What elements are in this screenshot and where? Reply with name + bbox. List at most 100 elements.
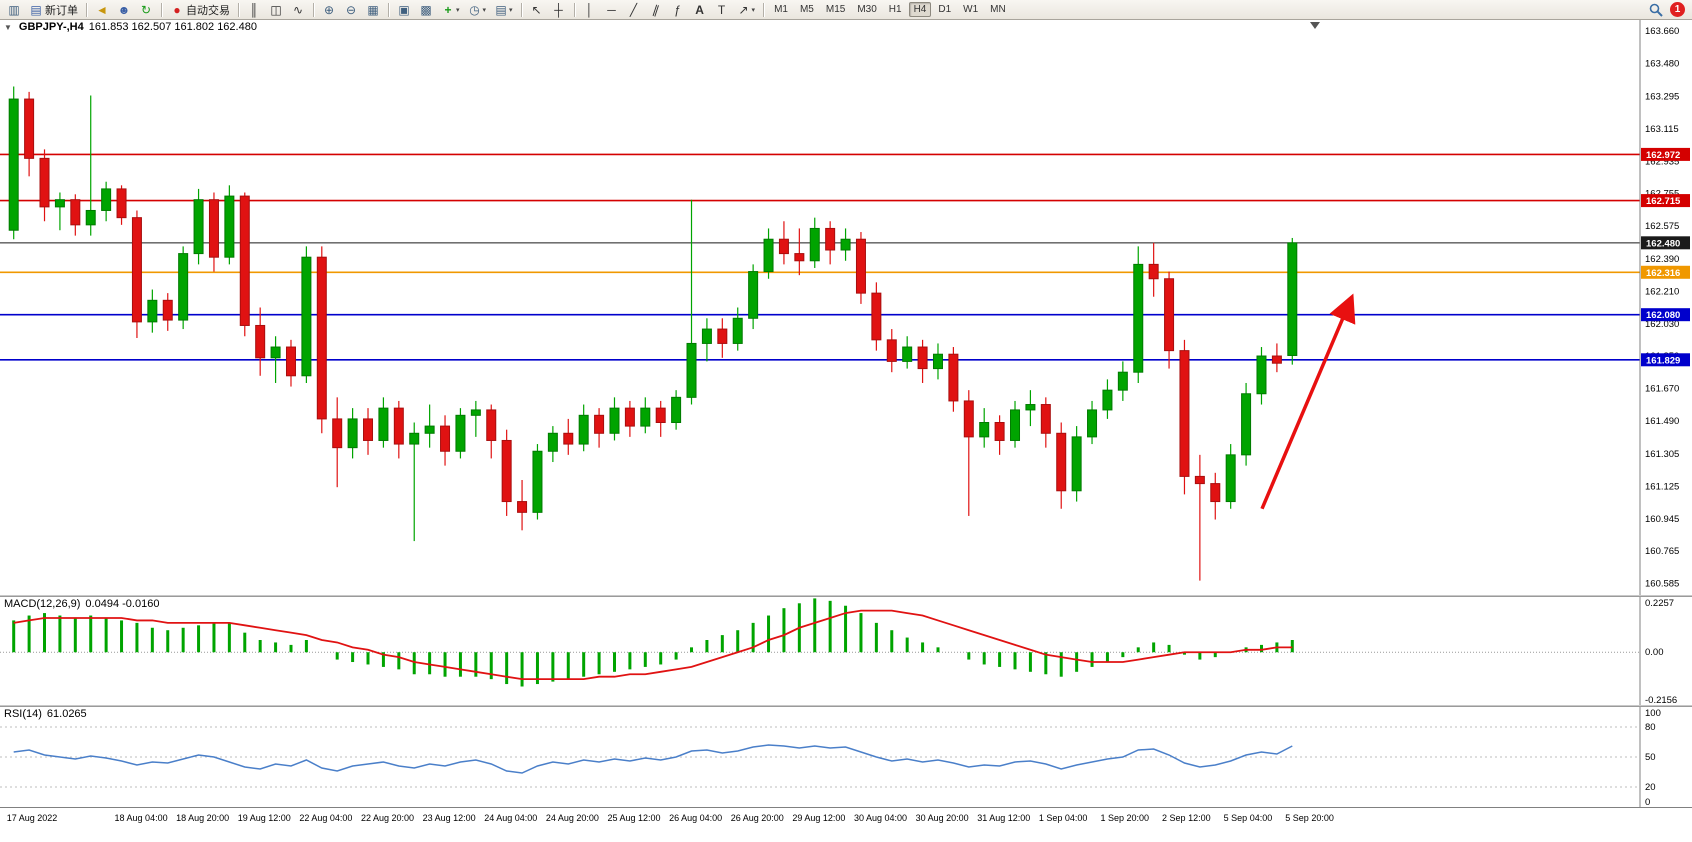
rsi-axis-label: 0 xyxy=(1645,797,1650,807)
accounts-button[interactable]: ☻ xyxy=(114,0,134,19)
candle-body xyxy=(116,188,127,219)
chevron-down-icon: ▾ xyxy=(509,6,513,14)
resistance-line-2-price-tag-text: 162.715 xyxy=(1646,196,1681,207)
cascade-button[interactable]: ▩ xyxy=(416,0,436,19)
rsi-label: RSI(14) 61.0265 xyxy=(4,708,87,720)
fibonacci-tool[interactable]: ƒ xyxy=(668,0,688,19)
new-order-label: 新订单 xyxy=(45,4,78,17)
zoom-out-button[interactable]: ⊖ xyxy=(341,0,361,19)
autotrading-button[interactable]: ● 自动交易 xyxy=(167,0,233,19)
timeframe-h1[interactable]: H1 xyxy=(888,4,902,15)
clock-icon: ◷ xyxy=(469,2,480,17)
line-chart-button[interactable]: ∿ xyxy=(288,0,308,19)
vertical-line-tool[interactable]: │ xyxy=(580,0,600,19)
candle-body xyxy=(563,432,574,445)
candle-body xyxy=(332,418,343,449)
candle-body xyxy=(1179,350,1190,477)
candle-body xyxy=(1087,409,1098,438)
macd-chart[interactable]: 0.2257 0.00 -0.2156 xyxy=(0,597,1692,705)
toolbar: ▥ ▤ 新订单 ◄ ☻ ↻ ● 自动交易 ║ ◫ ∿ ⊕ ⊖ ▦ ▣ ▩ + ▾ ◷ ▾… xyxy=(0,0,1692,20)
new-chart-button[interactable]: ▥ xyxy=(4,0,24,19)
candle-body xyxy=(748,271,759,319)
crosshair-icon: ┼ xyxy=(554,2,563,17)
notification-badge[interactable]: 1 xyxy=(1670,2,1685,17)
chart-symbol-period: GBPJPY-,H4 xyxy=(18,21,84,33)
bar-chart-button[interactable]: ║ xyxy=(244,0,264,19)
refresh-button[interactable]: ↻ xyxy=(136,0,156,19)
toolbar-separator xyxy=(573,2,575,17)
annotation-arrow[interactable] xyxy=(1260,293,1356,510)
trendline-icon: ╱ xyxy=(629,2,638,17)
text-tool[interactable]: A xyxy=(690,0,710,19)
price-axis-label: 160.585 xyxy=(1645,579,1679,590)
rsi-chart[interactable]: 100 80 50 20 0 xyxy=(0,707,1692,807)
macd-values: 0.0494 -0.0160 xyxy=(85,598,160,610)
trendline-tool[interactable]: ╱ xyxy=(624,0,644,19)
candle-body xyxy=(1133,263,1144,373)
timeframe-m5[interactable]: M5 xyxy=(799,4,814,15)
channel-tool[interactable]: ∥ xyxy=(646,0,666,19)
one-click-trading-toggle[interactable]: ▼ xyxy=(4,22,12,32)
panel-splitter[interactable] xyxy=(0,705,1692,707)
auto-arrange-button[interactable]: ▣ xyxy=(394,0,414,19)
tile-windows-button[interactable]: ▦ xyxy=(363,0,383,19)
timeframe-m1[interactable]: M1 xyxy=(774,4,788,15)
price-axis-label: 161.125 xyxy=(1645,481,1679,492)
candle-body xyxy=(840,238,851,251)
zoom-in-icon: ⊕ xyxy=(323,2,335,17)
fibonacci-icon: ƒ xyxy=(674,2,681,17)
chart-title: ▼ GBPJPY-,H4 161.853 162.507 161.802 162… xyxy=(4,21,257,33)
arrows-tool[interactable]: ↗ ▾ xyxy=(734,0,759,19)
timeframe-d1[interactable]: D1 xyxy=(938,4,952,15)
panel-splitter[interactable] xyxy=(0,595,1692,597)
price-axis-label: 162.575 xyxy=(1645,221,1679,232)
zoom-in-button[interactable]: ⊕ xyxy=(319,0,339,19)
time-axis-label: 22 Aug 20:00 xyxy=(361,813,415,823)
candle-body xyxy=(316,256,327,420)
timeframe-w1[interactable]: W1 xyxy=(963,4,979,15)
candle-body xyxy=(855,238,866,294)
periods-button[interactable]: ◷ ▾ xyxy=(465,0,490,19)
candle-body xyxy=(101,188,112,211)
candle-body xyxy=(717,328,728,344)
cursor-button[interactable]: ↖ xyxy=(527,0,547,19)
timeframe-mn[interactable]: MN xyxy=(990,4,1006,15)
chevron-down-icon: ▾ xyxy=(482,6,487,14)
toolbar-separator xyxy=(388,2,389,17)
price-axis-label: 162.935 xyxy=(1645,156,1679,167)
chart-shift-marker[interactable] xyxy=(1310,22,1320,29)
candle-body xyxy=(409,432,420,445)
chevron-down-icon: ▾ xyxy=(456,6,460,14)
new-order-button[interactable]: ▤ 新订单 xyxy=(26,0,81,19)
time-axis[interactable]: 17 Aug 2022 18 Aug 04:00 18 Aug 20:00 19 Au… xyxy=(0,807,1692,833)
candle-body xyxy=(424,425,435,434)
candle-body xyxy=(671,396,682,423)
time-axis-label: 1 Sep 04:00 xyxy=(1038,813,1088,823)
candle-body xyxy=(1241,393,1252,456)
timeframe-m30[interactable]: M30 xyxy=(857,4,877,15)
candle-body xyxy=(1194,475,1205,485)
search-button[interactable] xyxy=(1646,0,1666,19)
candle-body xyxy=(1148,263,1159,280)
timeframe-h4[interactable]: H4 xyxy=(908,2,932,17)
indicators-button[interactable]: + ▾ xyxy=(438,0,463,19)
crosshair-button[interactable]: ┼ xyxy=(549,0,569,19)
macd-signal-line xyxy=(13,609,1293,681)
timeframe-m15[interactable]: M15 xyxy=(825,4,846,15)
alerts-button[interactable]: ◄ xyxy=(92,0,112,19)
candle-body xyxy=(1164,278,1175,352)
blue-level-2-price-tag xyxy=(1641,353,1690,367)
main-chart[interactable]: 163.660 163.480 163.295 163.115 162.935 162.7… xyxy=(0,20,1692,595)
candle-body xyxy=(208,199,219,258)
time-axis-label: 29 Aug 12:00 xyxy=(792,813,846,823)
candlestick-chart-button[interactable]: ◫ xyxy=(266,0,286,19)
candle-body xyxy=(1287,242,1298,356)
horizontal-line-tool[interactable]: ─ xyxy=(602,0,622,19)
candle-body xyxy=(1225,454,1236,503)
candle-body xyxy=(701,328,712,344)
candle-body xyxy=(1010,409,1021,441)
cursor-icon: ↖ xyxy=(531,2,542,17)
templates-button[interactable]: ▤ ▾ xyxy=(491,0,516,19)
candle-body xyxy=(455,414,466,452)
label-tool[interactable]: T xyxy=(712,0,732,19)
